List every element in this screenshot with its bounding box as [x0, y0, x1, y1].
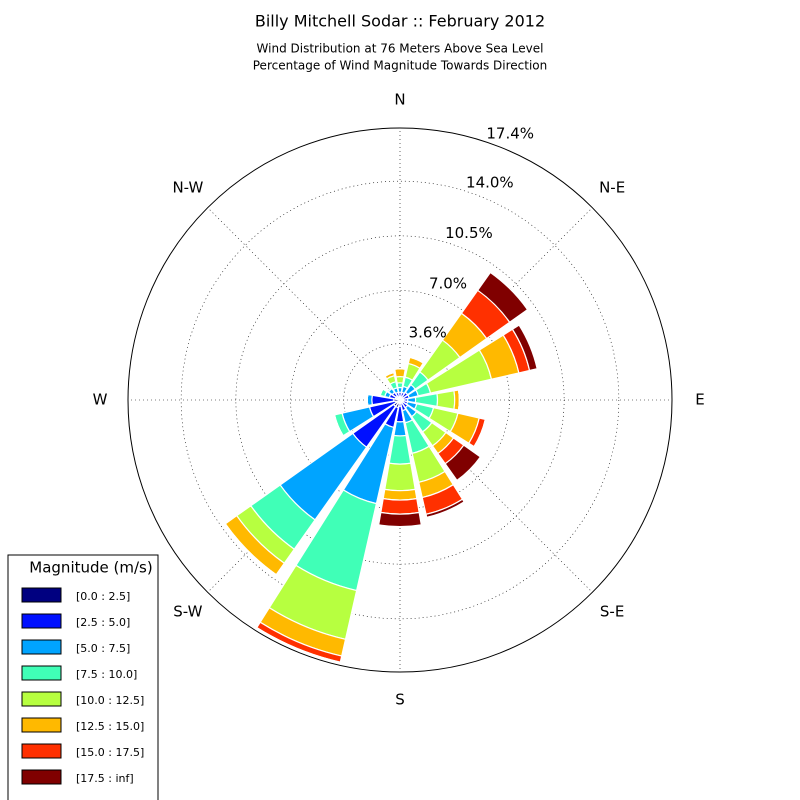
wind-bar-segment	[378, 511, 422, 528]
wind-bar-segment	[384, 371, 394, 377]
radial-grid-line	[207, 207, 401, 401]
grid-circle	[180, 180, 620, 620]
direction-label: W	[93, 391, 108, 409]
legend-swatch	[21, 665, 62, 681]
legend-title: Magnitude (m/s)	[29, 559, 152, 577]
legend-swatch	[21, 743, 62, 759]
radial-tick-label: 3.6%	[409, 324, 447, 342]
wind-bar-segment	[395, 375, 405, 384]
wind-bar-segment	[384, 462, 416, 492]
direction-label: N-W	[172, 178, 203, 196]
chart-subtitle: Percentage of Wind Magnitude Towards Dir…	[253, 59, 547, 73]
direction-label: S-E	[600, 603, 624, 621]
legend-label: [15.0 : 17.5]	[76, 746, 144, 759]
wind-bar-segment	[333, 414, 344, 437]
legend-label: [7.5 : 10.0]	[76, 668, 137, 681]
wind-bar-segment	[457, 389, 461, 411]
direction-label: S-W	[173, 603, 202, 621]
radial-grid-line	[399, 399, 593, 593]
legend-label: [12.5 : 15.0]	[76, 720, 144, 733]
wind-bar-segment	[444, 444, 482, 482]
wind-bar-segment	[224, 523, 277, 576]
grid-circle	[235, 235, 565, 565]
legend-label: [0.0 : 2.5]	[76, 590, 130, 603]
direction-label: N-E	[599, 178, 625, 196]
wind-bar-segment	[393, 420, 407, 437]
legend-label: [17.5 : inf]	[76, 772, 134, 785]
radial-tick-label: 10.5%	[445, 224, 493, 242]
legend-label: [5.0 : 7.5]	[76, 642, 130, 655]
radial-tick-label: 14.0%	[466, 174, 514, 192]
legend-swatch	[21, 613, 62, 629]
grid-circle	[290, 290, 510, 510]
legend-swatch	[21, 639, 62, 655]
wind-bar-segment	[476, 271, 529, 324]
polar-frame	[127, 127, 673, 673]
wind-bar-segment	[511, 324, 538, 372]
legend-label: [10.0 : 12.5]	[76, 694, 144, 707]
wind-bar-segment	[436, 390, 456, 410]
legend-swatch	[21, 587, 62, 603]
chart-title: Billy Mitchell Sodar :: February 2012	[255, 12, 545, 31]
legend-label: [2.5 : 5.0]	[76, 616, 130, 629]
wind-bar-segment	[425, 498, 465, 519]
radial-tick-label: 17.4%	[486, 124, 534, 142]
direction-label: S	[395, 691, 405, 709]
direction-label: E	[695, 391, 704, 409]
legend-swatch	[21, 769, 62, 785]
legend-swatch	[21, 717, 62, 733]
chart-subtitle: Wind Distribution at 76 Meters Above Sea…	[257, 42, 544, 56]
legend-swatch	[21, 691, 62, 707]
wind-bar-segment	[382, 488, 418, 501]
wind-bar-segment	[380, 497, 420, 515]
wind-bar-segment	[386, 386, 392, 392]
wind-bar-segment	[394, 368, 406, 378]
direction-label: N	[394, 91, 405, 109]
wind-bar-segment	[396, 382, 404, 389]
radial-tick-label: 7.0%	[429, 275, 467, 293]
